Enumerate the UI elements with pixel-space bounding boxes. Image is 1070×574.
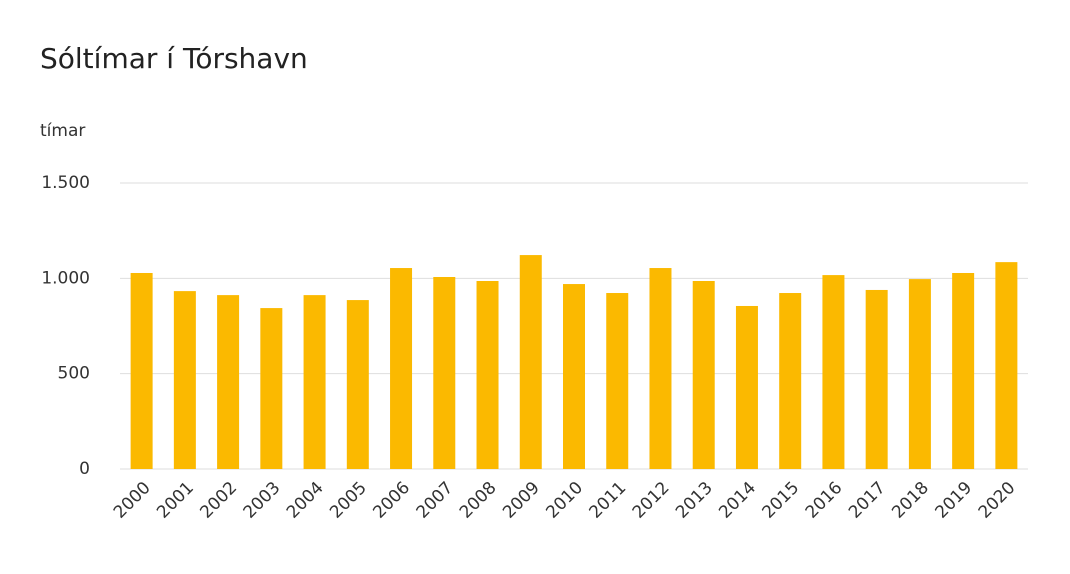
x-tick-label: 2008 (456, 478, 501, 523)
y-tick-label: 500 (58, 364, 90, 384)
bar (303, 295, 326, 469)
bar (822, 275, 845, 469)
bar (346, 300, 369, 469)
bar (476, 281, 499, 469)
y-tick-label: 1.500 (41, 173, 90, 193)
x-tick-label: 2009 (499, 478, 544, 523)
bar (692, 281, 715, 469)
bar (563, 284, 585, 469)
bar (217, 295, 240, 469)
y-tick-label: 1.000 (41, 268, 90, 288)
x-tick-label: 2012 (629, 478, 674, 523)
bar (390, 268, 413, 469)
chart-title: Sóltímar í Tórshavn (40, 42, 308, 75)
y-tick-label: 0 (79, 459, 90, 479)
x-tick-label: 2013 (672, 478, 717, 523)
x-tick-label: 2014 (715, 478, 760, 523)
bar (130, 272, 153, 469)
y-axis-label: tímar (40, 121, 85, 141)
bar (649, 268, 672, 469)
x-tick-label: 2003 (240, 478, 285, 523)
bar (606, 293, 629, 469)
bar (433, 276, 456, 469)
bar (260, 308, 283, 469)
x-tick-label: 2006 (369, 478, 414, 523)
x-tick-label: 2004 (283, 478, 328, 523)
x-tick-label: 2002 (196, 478, 241, 523)
x-tick-label: 2015 (759, 478, 804, 523)
x-tick-label: 2010 (542, 478, 587, 523)
x-tick-label: 2007 (413, 478, 458, 523)
bar (865, 289, 888, 469)
bar (519, 255, 542, 469)
x-tick-label: 2018 (888, 478, 933, 523)
x-tick-label: 2017 (845, 478, 890, 523)
x-tick-label: 2019 (931, 478, 976, 523)
bar (173, 291, 196, 469)
bar (995, 262, 1018, 469)
bar (779, 293, 802, 469)
bar (908, 279, 931, 469)
x-tick-label: 2000 (110, 478, 155, 523)
x-tick-label: 2011 (586, 478, 631, 523)
x-tick-label: 2005 (326, 478, 371, 523)
x-tick-label: 2020 (975, 478, 1020, 523)
bar (735, 305, 758, 469)
x-tick-label: 2016 (802, 478, 847, 523)
x-tick-label: 2001 (153, 478, 198, 523)
bar (952, 272, 975, 469)
